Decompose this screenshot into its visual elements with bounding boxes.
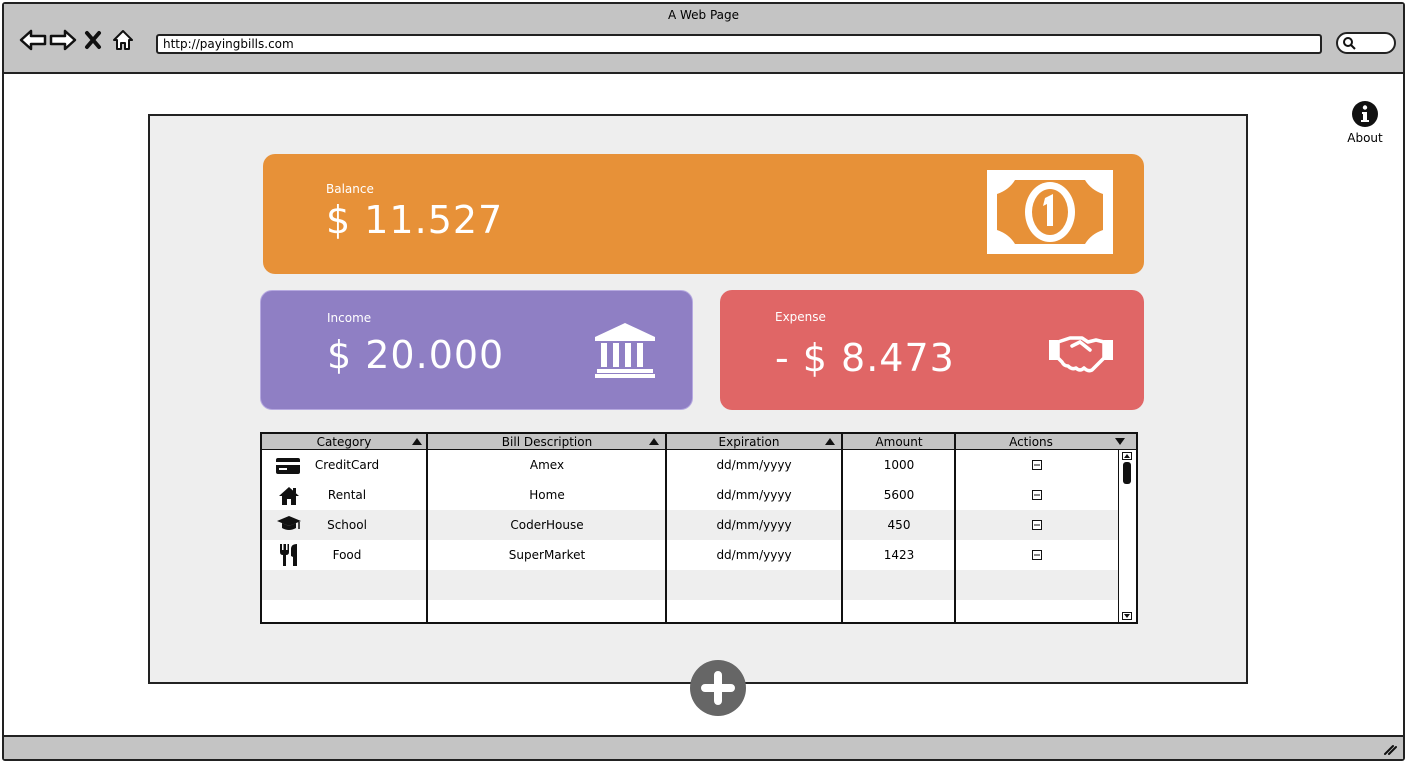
status-bar bbox=[4, 735, 1403, 759]
table-row-empty bbox=[262, 570, 1122, 600]
home-button[interactable] bbox=[108, 25, 138, 55]
description-cell: CoderHouse bbox=[510, 518, 584, 532]
utensils-icon bbox=[280, 544, 297, 566]
table-scrollbar[interactable] bbox=[1118, 450, 1136, 622]
forward-arrow-icon bbox=[49, 29, 77, 51]
credit-card-icon bbox=[276, 458, 300, 474]
column-header-actions[interactable]: Actions bbox=[1009, 435, 1053, 449]
description-cell: Amex bbox=[529, 458, 565, 472]
bills-table: Category Bill Description Expiration Amo… bbox=[260, 432, 1138, 624]
stop-button[interactable] bbox=[78, 25, 108, 55]
scroll-down-icon[interactable] bbox=[1122, 612, 1132, 620]
about-label: About bbox=[1347, 131, 1383, 145]
description-cell: SuperMarket bbox=[508, 548, 586, 562]
income-value: $ 20.000 bbox=[327, 333, 505, 377]
remove-icon[interactable] bbox=[1032, 490, 1042, 500]
sort-up-icon bbox=[825, 438, 835, 445]
balance-label: Balance bbox=[326, 182, 374, 196]
column-divider bbox=[954, 434, 956, 622]
table-row[interactable]: CreditCard Amex dd/mm/yyyy 1000 bbox=[262, 450, 1122, 480]
browser-chrome: A Web Page http://payingbills.com bbox=[4, 4, 1403, 74]
add-bill-button[interactable] bbox=[690, 660, 746, 716]
handshake-icon bbox=[1049, 336, 1113, 373]
expiration-cell: dd/mm/yyyy bbox=[716, 458, 792, 472]
column-header-amount[interactable]: Amount bbox=[875, 435, 923, 449]
scroll-up-icon[interactable] bbox=[1122, 452, 1132, 460]
amount-cell: 5600 bbox=[883, 488, 915, 502]
column-divider bbox=[665, 434, 667, 622]
close-icon bbox=[85, 31, 101, 49]
category-cell: CreditCard bbox=[314, 458, 380, 472]
column-header-expiration[interactable]: Expiration bbox=[718, 435, 780, 449]
table-header: Category Bill Description Expiration Amo… bbox=[262, 434, 1136, 450]
income-label: Income bbox=[327, 311, 372, 325]
window-title: A Web Page bbox=[667, 8, 740, 22]
forward-button[interactable] bbox=[48, 25, 78, 55]
column-divider bbox=[841, 434, 843, 622]
info-icon bbox=[1352, 101, 1378, 127]
income-card: Income $ 20.000 bbox=[260, 290, 693, 410]
remove-icon[interactable] bbox=[1032, 460, 1042, 470]
expiration-cell: dd/mm/yyyy bbox=[716, 488, 792, 502]
column-divider bbox=[426, 434, 428, 622]
sort-up-icon bbox=[649, 438, 659, 445]
scroll-thumb[interactable] bbox=[1123, 462, 1131, 484]
balance-card: Balance $ 11.527 bbox=[263, 154, 1144, 274]
sort-down-icon bbox=[1115, 438, 1125, 445]
dashboard-panel: Balance $ 11.527 Income $ 20.000 bbox=[148, 114, 1248, 684]
expense-card: Expense - $ 8.473 bbox=[720, 290, 1144, 410]
address-bar[interactable]: http://payingbills.com bbox=[156, 34, 1322, 54]
table-row-empty bbox=[262, 600, 1122, 622]
search-icon bbox=[1343, 37, 1356, 50]
graduation-cap-icon bbox=[277, 516, 301, 530]
home-icon bbox=[113, 30, 133, 50]
expiration-cell: dd/mm/yyyy bbox=[716, 548, 792, 562]
amount-cell: 1423 bbox=[883, 548, 915, 562]
remove-icon[interactable] bbox=[1032, 550, 1042, 560]
nav-buttons bbox=[18, 24, 138, 56]
expense-label: Expense bbox=[775, 310, 826, 324]
expense-value: - $ 8.473 bbox=[775, 336, 955, 380]
plus-icon bbox=[701, 671, 735, 705]
resize-grip-icon[interactable] bbox=[1383, 743, 1397, 755]
remove-icon[interactable] bbox=[1032, 520, 1042, 530]
back-arrow-icon bbox=[19, 29, 47, 51]
home-icon bbox=[279, 487, 299, 505]
banknote-icon bbox=[987, 170, 1113, 254]
category-cell: Rental bbox=[327, 488, 367, 502]
column-header-description[interactable]: Bill Description bbox=[501, 435, 593, 449]
description-cell: Home bbox=[529, 488, 565, 502]
category-cell: Food bbox=[332, 548, 362, 562]
column-header-category[interactable]: Category bbox=[316, 435, 372, 449]
back-button[interactable] bbox=[18, 25, 48, 55]
amount-cell: 1000 bbox=[883, 458, 915, 472]
category-cell: School bbox=[327, 518, 367, 532]
sort-up-icon bbox=[412, 438, 422, 445]
table-row[interactable]: Rental Home dd/mm/yyyy 5600 bbox=[262, 480, 1122, 510]
search-box[interactable] bbox=[1336, 32, 1396, 54]
about-link[interactable]: About bbox=[1342, 100, 1388, 145]
bank-icon bbox=[595, 323, 655, 378]
table-row[interactable]: School CoderHouse dd/mm/yyyy 450 bbox=[262, 510, 1122, 540]
balance-value: $ 11.527 bbox=[326, 198, 504, 242]
table-row[interactable]: Food SuperMarket dd/mm/yyyy 1423 bbox=[262, 540, 1122, 570]
amount-cell: 450 bbox=[887, 518, 911, 532]
expiration-cell: dd/mm/yyyy bbox=[716, 518, 792, 532]
